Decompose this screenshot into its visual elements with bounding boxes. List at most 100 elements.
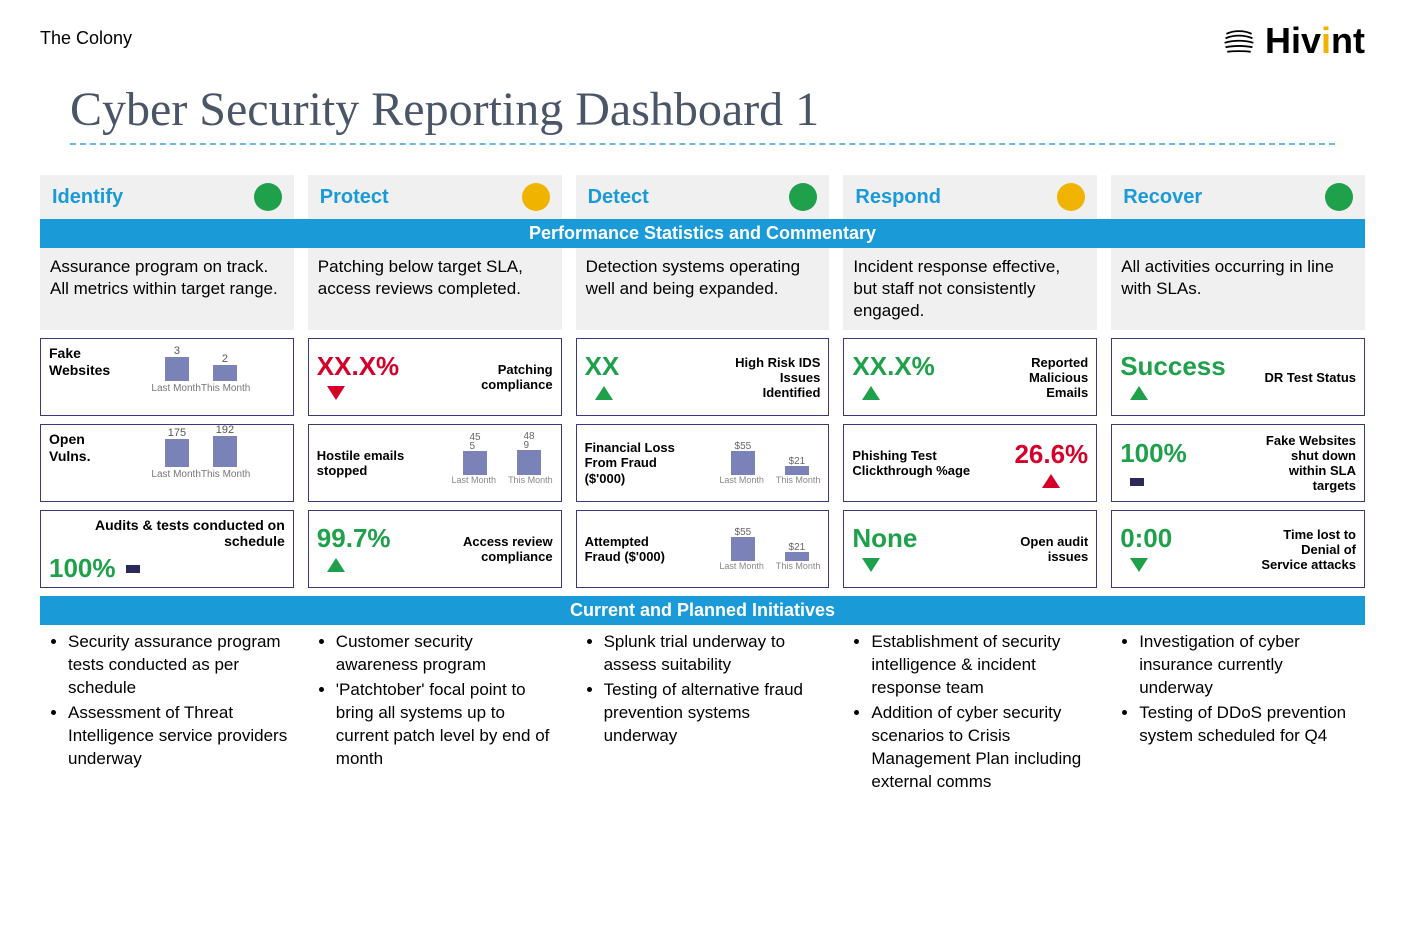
bar	[731, 451, 755, 475]
col-title: Recover	[1123, 186, 1202, 209]
metric-label: High Risk IDS Issues Identified	[720, 345, 820, 409]
metrics-protect: XX.X%Patching compliance Hostile emails s…	[308, 338, 562, 588]
metric-title: Phishing Test Clickthrough %age	[852, 448, 972, 479]
indicator-square-icon	[126, 565, 140, 573]
metric-title: Financial Loss From Fraud ($'000)	[585, 440, 685, 487]
bar	[785, 552, 809, 561]
metric-label: Access review compliance	[453, 517, 553, 581]
initiatives-recover: Investigation of cyber insurance current…	[1111, 625, 1365, 802]
commentary-respond: Incident response effective, but staff n…	[843, 248, 1097, 330]
trend-arrow-icon	[1130, 386, 1148, 400]
initiative-item: Addition of cyber security scenarios to …	[871, 702, 1093, 794]
metric-value: None	[852, 523, 917, 554]
bar-value: 45 5	[470, 433, 481, 451]
bar	[463, 451, 487, 475]
metric-value: XX	[585, 351, 620, 382]
metric-value: 99.7%	[317, 523, 391, 554]
initiative-item: Assessment of Threat Intelligence servic…	[68, 702, 290, 771]
commentary-detect: Detection systems operating well and bei…	[576, 248, 830, 330]
org-name: The Colony	[40, 20, 132, 49]
init-banner: Current and Planned Initiatives	[40, 596, 1365, 625]
bar-value: $55	[735, 528, 752, 537]
metric-card: Attempted Fraud ($'000) $55 $21 Last MonthT…	[576, 510, 830, 588]
initiative-item: Security assurance program tests conduct…	[68, 631, 290, 700]
trend-arrow-icon	[862, 558, 880, 572]
initiatives-detect: Splunk trial underway to assess suitabil…	[576, 625, 830, 802]
page-title: Cyber Security Reporting Dashboard 1	[70, 82, 1365, 137]
metric-title: Hostile emails stopped	[317, 448, 417, 479]
metric-card: Success DR Test Status	[1111, 338, 1365, 416]
metric-title: Attempted Fraud ($'000)	[585, 534, 685, 565]
bar-axis: Last MonthThis Month	[151, 469, 250, 480]
bar	[785, 466, 809, 475]
initiatives-identify: Security assurance program tests conduct…	[40, 625, 294, 802]
col-title: Respond	[855, 186, 941, 209]
metric-label: Audits & tests conducted on schedule	[49, 517, 285, 549]
status-dot-icon	[522, 183, 550, 211]
bar-value: $21	[789, 543, 806, 552]
status-dot-icon	[1325, 183, 1353, 211]
perf-banner: Performance Statistics and Commentary	[40, 219, 1365, 248]
initiatives-row: Security assurance program tests conduct…	[40, 625, 1365, 802]
metric-value: 26.6%	[1014, 439, 1088, 470]
metric-label: DR Test Status	[1256, 345, 1356, 409]
metric-card: Hostile emails stopped45 548 9Last Month…	[308, 424, 562, 502]
initiative-item: Investigation of cyber insurance current…	[1139, 631, 1361, 700]
commentary-recover: All activities occurring in line with SL…	[1111, 248, 1365, 330]
col-title: Protect	[320, 186, 389, 209]
trend-arrow-icon	[862, 386, 880, 400]
title-divider	[70, 143, 1335, 145]
status-dot-icon	[1057, 183, 1085, 211]
metric-card: 100%Fake Websites shut down within SLA t…	[1111, 424, 1365, 502]
metric-card: XX.X%Patching compliance	[308, 338, 562, 416]
bar-value: 192	[216, 426, 234, 436]
metric-label: Reported Malicious Emails	[988, 345, 1088, 409]
initiatives-respond: Establishment of security intelligence &…	[843, 625, 1097, 802]
metric-label: Open audit issues	[988, 517, 1088, 581]
metrics-respond: XX.X% Reported Malicious Emails Phishing T…	[843, 338, 1097, 588]
metric-value: Success	[1120, 351, 1226, 382]
metric-card: Phishing Test Clickthrough %age 26.6%	[843, 424, 1097, 502]
bar-value: 3	[174, 347, 180, 357]
commentary-row: Assurance program on track. All metrics …	[40, 248, 1365, 330]
initiative-item: Customer security awareness program	[336, 631, 558, 677]
metric-value: XX.X%	[852, 351, 934, 382]
col-header-protect: Protect	[308, 175, 562, 219]
trend-arrow-icon	[1042, 474, 1060, 488]
status-dot-icon	[789, 183, 817, 211]
bar-value: 2	[222, 355, 228, 365]
brand-name: Hivint	[1265, 20, 1365, 62]
metrics-row: Fake Websites 3 2 Last MonthThis Month Open …	[40, 330, 1365, 588]
hivint-logo-icon	[1221, 23, 1257, 59]
bar	[165, 357, 189, 381]
metric-card: Financial Loss From Fraud ($'000)$55$21L…	[576, 424, 830, 502]
metric-card: 0:00 Time lost to Denial of Service attac…	[1111, 510, 1365, 588]
metric-label: Patching compliance	[453, 345, 553, 409]
metric-value: 0:00	[1120, 523, 1172, 554]
col-title: Identify	[52, 186, 123, 209]
bar	[517, 450, 541, 475]
col-header-recover: Recover	[1111, 175, 1365, 219]
commentary-protect: Patching below target SLA, access review…	[308, 248, 562, 330]
metric-card: Audits & tests conducted on schedule100%	[40, 510, 294, 588]
metric-title: Fake Websites	[49, 345, 109, 409]
metric-label: Time lost to Denial of Service attacks	[1256, 517, 1356, 581]
bar-axis: Last MonthThis Month	[719, 475, 820, 485]
initiative-item: Testing of DDoS prevention system schedu…	[1139, 702, 1361, 748]
bar	[213, 365, 237, 381]
metric-title: Open Vulns.	[49, 431, 109, 495]
initiative-item: Splunk trial underway to assess suitabil…	[604, 631, 826, 677]
metric-card: Open Vulns.175192Last MonthThis Month	[40, 424, 294, 502]
trend-arrow-icon	[327, 558, 345, 572]
indicator-square-icon	[1130, 478, 1144, 486]
bar	[213, 436, 237, 467]
commentary-identify: Assurance program on track. All metrics …	[40, 248, 294, 330]
status-dot-icon	[254, 183, 282, 211]
bar-axis: Last MonthThis Month	[719, 561, 820, 571]
metric-value: 100%	[1120, 438, 1187, 469]
initiatives-protect: Customer security awareness program'Patc…	[308, 625, 562, 802]
initiative-item: Establishment of security intelligence &…	[871, 631, 1093, 700]
bar-axis: Last MonthThis Month	[151, 383, 250, 394]
bar	[731, 537, 755, 561]
initiative-item: 'Patchtober' focal point to bring all sy…	[336, 679, 558, 771]
